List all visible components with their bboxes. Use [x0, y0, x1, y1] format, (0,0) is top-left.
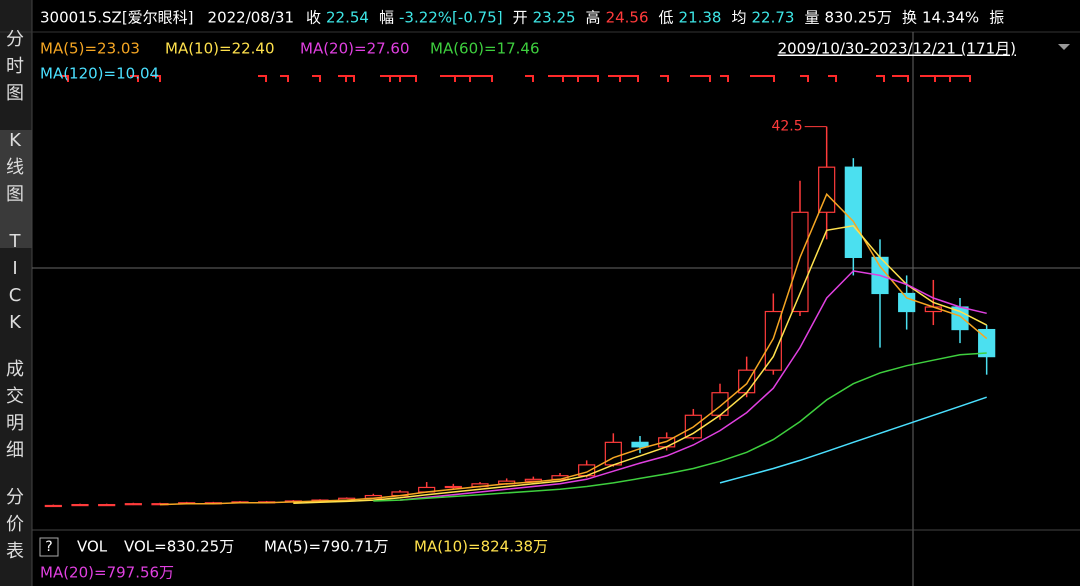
stat-value: 22.73 — [752, 9, 795, 27]
stat-label: 量 — [804, 9, 819, 27]
stat-label: 低 — [659, 9, 674, 27]
stat-value: -3.22%[-0.75] — [399, 9, 503, 27]
sidebar-tab-char[interactable]: I — [12, 258, 17, 279]
sidebar-tab-char[interactable]: T — [9, 231, 22, 252]
sidebar-tab-char[interactable]: 时 — [6, 56, 24, 77]
ma-line — [719, 396, 987, 484]
stat-label: 振 — [989, 9, 1004, 27]
stat-value: 22.54 — [326, 9, 369, 27]
sidebar-tab-char[interactable]: 线 — [6, 157, 24, 178]
sidebar-tab-char[interactable]: 分 — [6, 29, 24, 50]
stat-value: 830.25万 — [824, 9, 892, 27]
sidebar-tab-char[interactable]: K — [9, 130, 22, 151]
stat-value: 23.25 — [533, 9, 576, 27]
candle-body — [524, 478, 542, 482]
event-markers — [60, 75, 971, 82]
candle-body — [791, 211, 809, 313]
ma-line — [293, 224, 988, 504]
help-box[interactable] — [39, 537, 59, 557]
stat-label: 开 — [513, 9, 528, 27]
volume-stat: VOL=830.25万 — [124, 538, 234, 556]
stat-label: 高 — [586, 9, 601, 27]
sidebar-tab-char[interactable]: C — [9, 285, 22, 306]
volume-stat: MA(20)=797.56万 — [40, 564, 174, 582]
sidebar-tab-char[interactable]: 细 — [6, 440, 24, 461]
legend-entry: MA(5)=23.03 — [40, 40, 140, 58]
candle-body — [124, 503, 142, 506]
stat-label: 幅 — [379, 9, 394, 27]
ma-line — [159, 192, 988, 506]
stat-value: 14.34% — [922, 9, 979, 27]
volume-title: VOL — [77, 538, 108, 556]
sidebar-tab-char[interactable]: 交 — [6, 386, 24, 407]
candle-body — [818, 166, 836, 213]
volume-stat: MA(10)=824.38万 — [414, 538, 548, 556]
symbol: 300015.SZ[爱尔眼科] — [40, 9, 194, 27]
stat-label: 均 — [731, 9, 746, 27]
candle-body — [631, 441, 649, 448]
candle-body — [711, 392, 729, 416]
annotation-label: 42.5 — [771, 119, 802, 135]
candle-body — [444, 485, 462, 489]
date-range[interactable]: 2009/10/30-2023/12/21 (171月) — [778, 40, 1016, 58]
sidebar — [0, 0, 32, 586]
candle-body — [44, 504, 62, 508]
volume-stat: MA(5)=790.71万 — [264, 538, 389, 556]
candle-body — [71, 503, 89, 507]
legend-entry: MA(10)=22.40 — [165, 40, 275, 58]
sidebar-tab-char[interactable]: 明 — [6, 413, 24, 434]
sidebar-tab-char[interactable]: 价 — [6, 514, 24, 535]
ma-line — [399, 270, 987, 501]
sidebar-active-tab — [0, 130, 32, 248]
sidebar-tab-char[interactable]: 图 — [6, 83, 24, 104]
help-icon[interactable]: ? — [45, 539, 52, 555]
stat-value: 24.56 — [606, 9, 649, 27]
sidebar-tab-char[interactable]: 图 — [6, 184, 24, 205]
candle-body — [844, 166, 862, 258]
stat-label: 换 — [902, 9, 917, 27]
sidebar-tab-char[interactable]: 表 — [6, 541, 24, 562]
dropdown-arrow[interactable] — [1058, 44, 1070, 50]
sidebar-tab-char[interactable]: K — [9, 312, 22, 333]
date: 2022/08/31 — [208, 9, 294, 27]
candle-body — [898, 292, 916, 313]
ma-line — [373, 352, 987, 502]
legend-entry: MA(120)=10.04 — [40, 65, 159, 83]
legend-entry: MA(60)=17.46 — [430, 40, 540, 58]
stat-label: 收 — [306, 9, 321, 27]
candle-body — [98, 503, 116, 507]
sidebar-tab-char[interactable]: 成 — [6, 359, 24, 380]
stat-value: 21.38 — [679, 9, 722, 27]
legend-entry: MA(20)=27.60 — [300, 40, 410, 58]
sidebar-tab-char[interactable]: 分 — [6, 487, 24, 508]
candle-body — [978, 328, 996, 358]
